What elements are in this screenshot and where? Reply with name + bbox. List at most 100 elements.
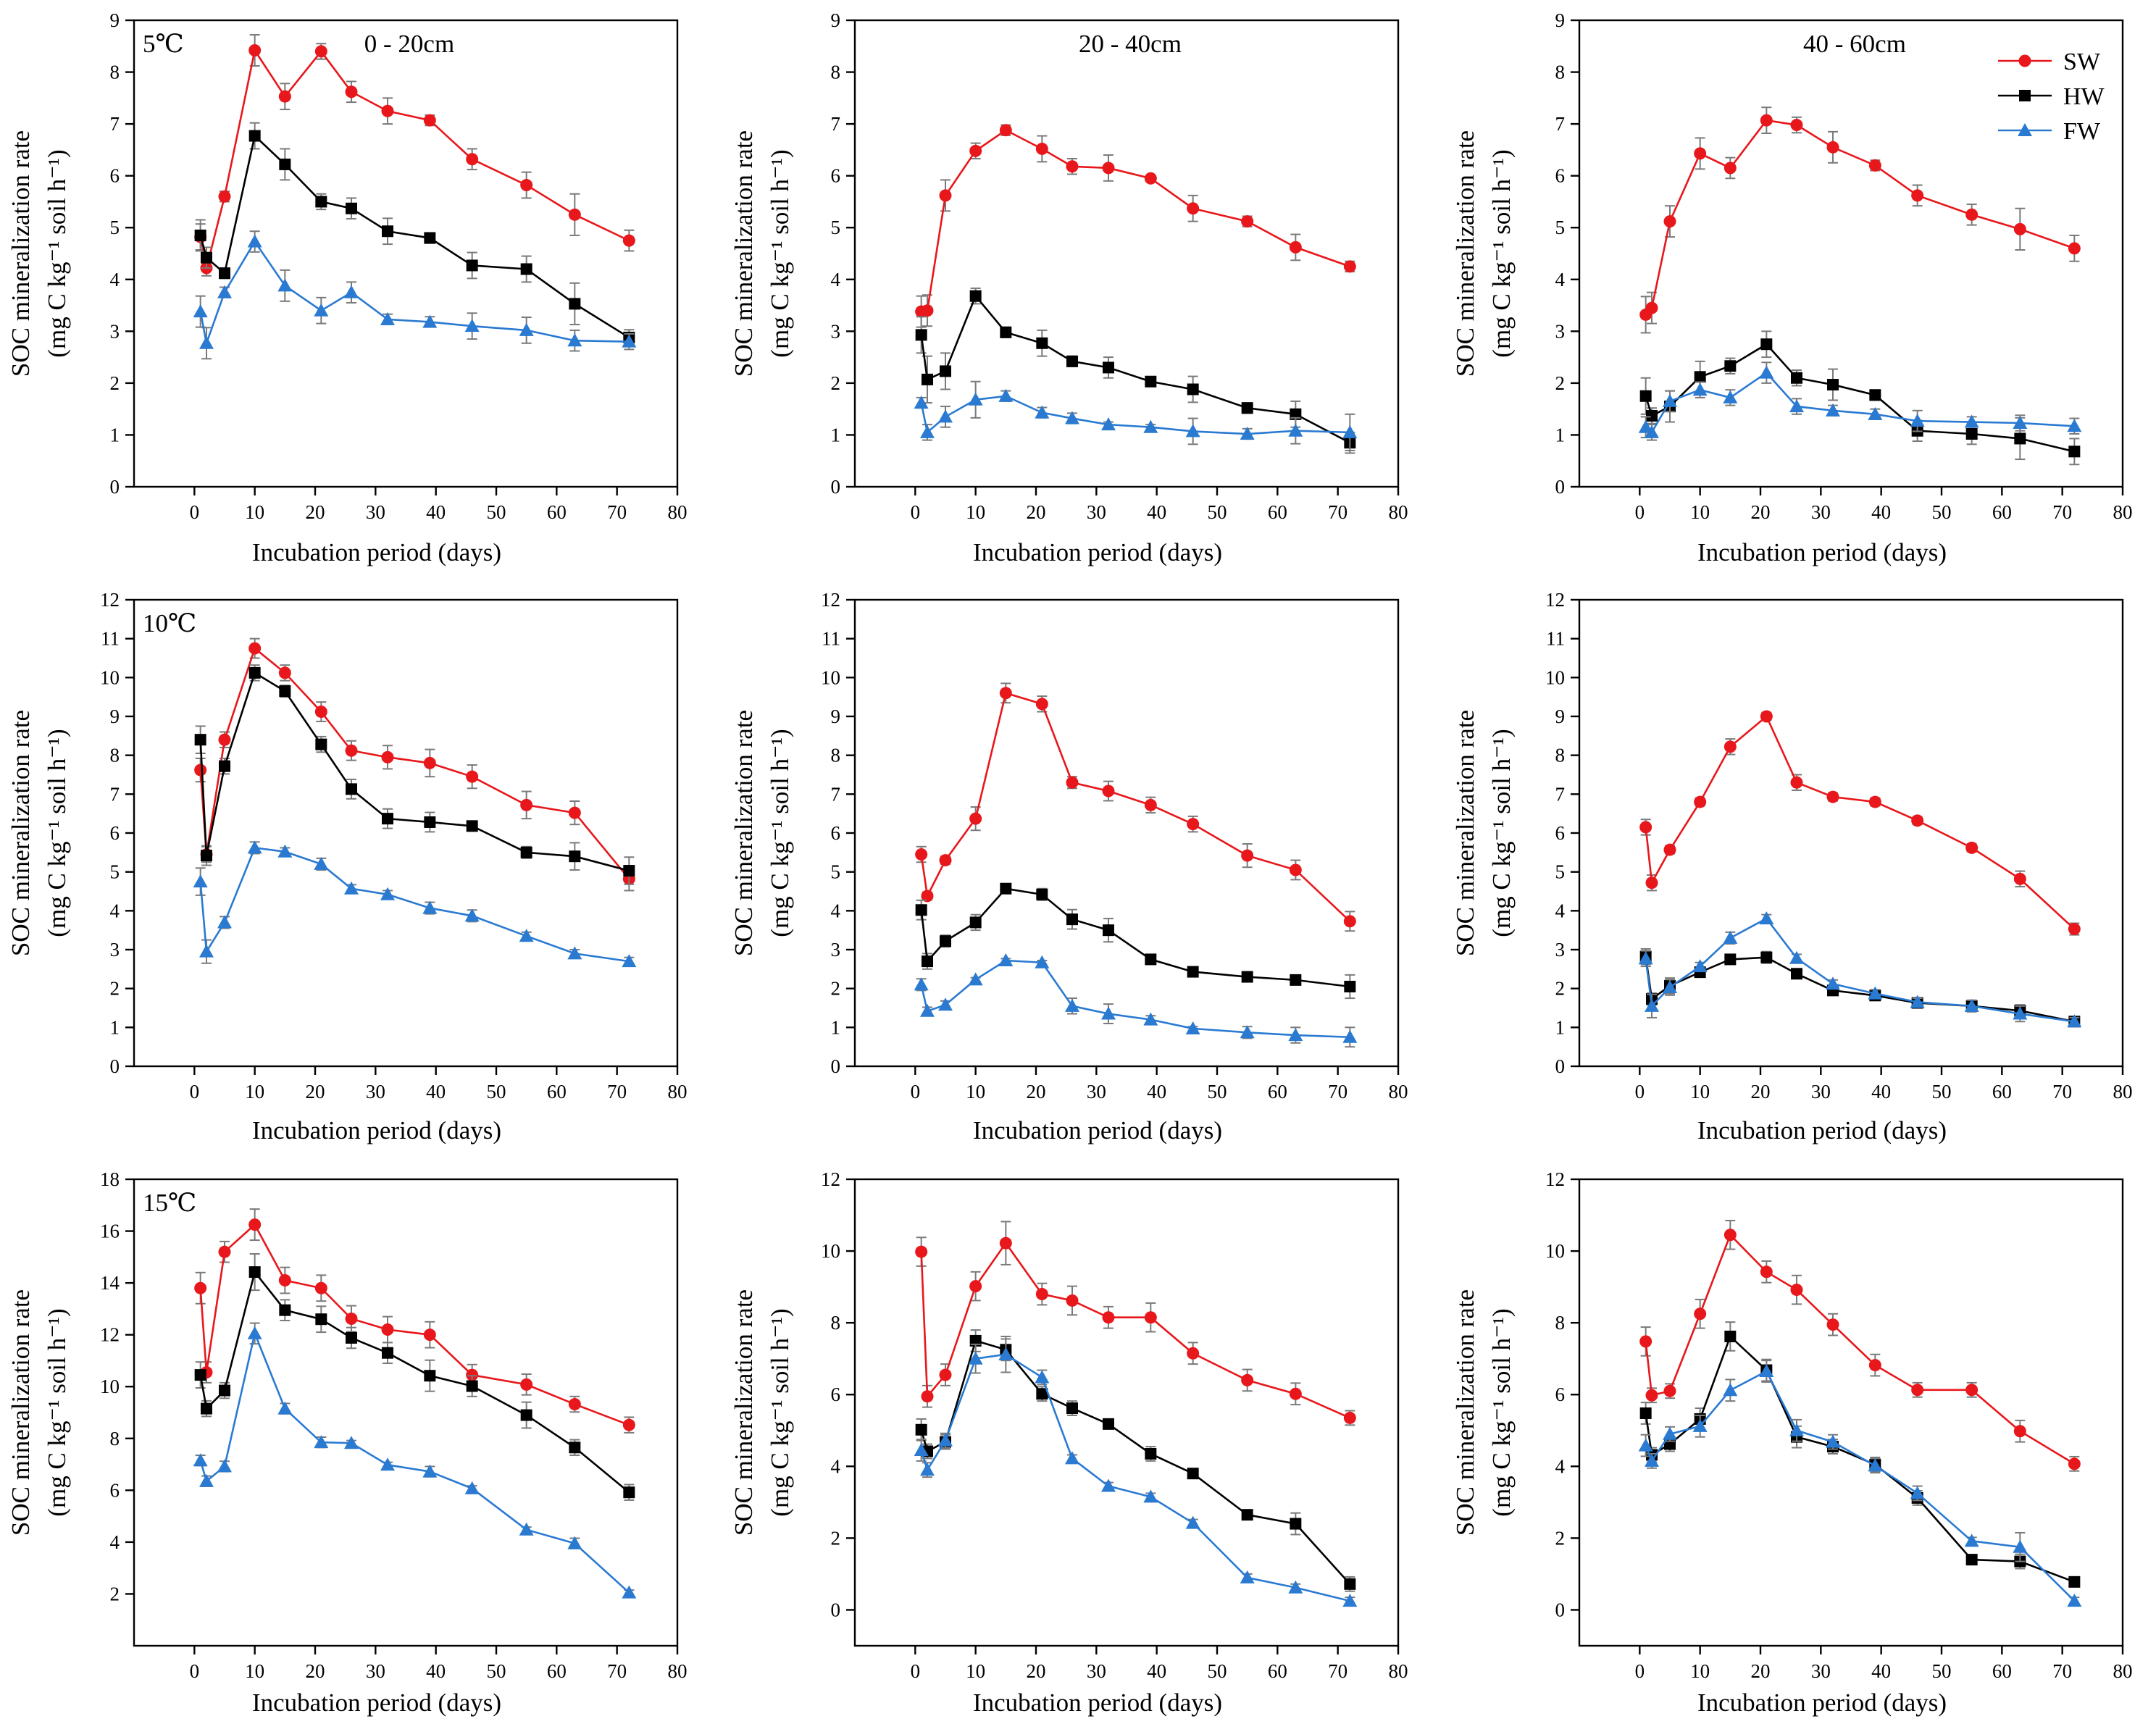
data-point bbox=[1000, 882, 1012, 895]
y-tick-label: 6 bbox=[1555, 165, 1566, 187]
data-point bbox=[1789, 950, 1804, 964]
data-point bbox=[199, 944, 214, 958]
y-tick-label: 10 bbox=[100, 1376, 120, 1397]
data-point bbox=[1868, 795, 1881, 808]
data-point bbox=[938, 997, 953, 1011]
data-point bbox=[1826, 1318, 1839, 1331]
y-tick-label: 3 bbox=[1555, 939, 1566, 961]
y-tick-label: 3 bbox=[831, 939, 841, 961]
data-point bbox=[1035, 698, 1048, 711]
data-point bbox=[1288, 1028, 1303, 1042]
series-hw bbox=[915, 882, 1356, 1000]
y-tick-label: 3 bbox=[110, 320, 120, 342]
y-tick-label: 5 bbox=[831, 217, 841, 238]
data-point bbox=[939, 189, 952, 202]
data-point bbox=[277, 278, 293, 292]
data-point bbox=[519, 1522, 534, 1536]
data-point bbox=[423, 1328, 436, 1342]
data-point bbox=[1965, 841, 1979, 854]
data-point bbox=[380, 887, 395, 900]
data-point bbox=[219, 267, 230, 280]
y-tick-label: 5 bbox=[831, 861, 841, 883]
x-tick-label: 50 bbox=[487, 1660, 506, 1682]
legend-item-sw: SW bbox=[1998, 49, 2101, 75]
data-point bbox=[344, 881, 359, 895]
data-point bbox=[247, 840, 262, 854]
series-line bbox=[920, 1339, 1351, 1585]
chart-panel: 0 10 20 30 40 50 60 70 800123456789101112Incubat… bbox=[730, 589, 1408, 1145]
data-point bbox=[1645, 301, 1658, 314]
plot-frame bbox=[133, 19, 679, 488]
y-tick-label: 7 bbox=[831, 113, 841, 135]
y-axis-title: SOC mineralization rate bbox=[7, 1289, 35, 1536]
data-point bbox=[1102, 162, 1115, 175]
data-point bbox=[1289, 240, 1302, 254]
legend-marker bbox=[2019, 90, 2031, 101]
x-tick-label: 60 bbox=[547, 501, 567, 523]
data-point bbox=[345, 744, 358, 757]
data-point bbox=[1035, 405, 1050, 419]
data-point bbox=[1723, 162, 1737, 175]
data-point bbox=[315, 1313, 327, 1326]
x-axis-title: Incubation period (days) bbox=[252, 538, 501, 566]
data-point bbox=[622, 334, 637, 348]
data-point bbox=[921, 1390, 934, 1403]
y-tick-label: 7 bbox=[1555, 783, 1566, 805]
data-point bbox=[1868, 1458, 1883, 1472]
data-point bbox=[1102, 1311, 1115, 1324]
y-tick-label: 9 bbox=[110, 706, 120, 727]
data-point bbox=[422, 900, 438, 914]
y-tick-label: 1 bbox=[1555, 424, 1566, 445]
series-sw bbox=[1639, 106, 2081, 334]
y-tick-label: 7 bbox=[831, 783, 841, 805]
x-tick-label: 50 bbox=[1932, 1081, 1952, 1102]
x-axis-title: Incubation period (days) bbox=[1697, 538, 1947, 566]
x-tick-label: 0 bbox=[190, 1660, 200, 1682]
data-point bbox=[1101, 1478, 1116, 1492]
data-point bbox=[1240, 427, 1255, 440]
data-point bbox=[1965, 1384, 1979, 1397]
data-point bbox=[969, 144, 982, 157]
x-tick-label: 20 bbox=[1751, 1081, 1771, 1102]
y-tick-label: 12 bbox=[100, 589, 120, 611]
series-fw bbox=[1638, 361, 2082, 441]
x-tick-label: 0 bbox=[1635, 1660, 1645, 1682]
y-axis-unit: (mg C kg⁻¹ soil h⁻¹) bbox=[1487, 1308, 1516, 1516]
x-axis-title: Incubation period (days) bbox=[973, 1689, 1222, 1717]
y-tick-label: 3 bbox=[831, 320, 841, 342]
data-point bbox=[1066, 1402, 1078, 1415]
y-tick-label: 0 bbox=[1555, 1599, 1566, 1620]
data-point bbox=[193, 1453, 208, 1467]
data-point bbox=[519, 322, 534, 336]
x-tick-label: 40 bbox=[1871, 1660, 1891, 1682]
data-point bbox=[520, 263, 532, 275]
data-point bbox=[315, 738, 327, 750]
data-point bbox=[1342, 424, 1358, 438]
data-point bbox=[1692, 959, 1708, 973]
data-point bbox=[345, 85, 358, 99]
y-tick-label: 4 bbox=[831, 269, 841, 290]
y-tick-label: 6 bbox=[110, 1479, 120, 1501]
series-fw bbox=[193, 230, 637, 360]
x-tick-label: 20 bbox=[1027, 1081, 1046, 1102]
data-point bbox=[1035, 1370, 1050, 1384]
x-tick-label: 20 bbox=[306, 501, 325, 523]
data-point bbox=[218, 733, 231, 746]
data-point bbox=[915, 848, 928, 861]
y-axis-unit: (mg C kg⁻¹ soil h⁻¹) bbox=[43, 1308, 71, 1516]
series-line bbox=[199, 1330, 630, 1594]
series-fw bbox=[914, 380, 1358, 451]
data-point bbox=[1692, 1418, 1708, 1432]
data-point bbox=[278, 666, 291, 679]
y-tick-label: 1 bbox=[110, 424, 120, 445]
data-point bbox=[277, 1401, 293, 1415]
data-point bbox=[938, 409, 953, 423]
data-point bbox=[248, 666, 261, 679]
y-tick-label: 5 bbox=[1555, 861, 1566, 883]
data-point bbox=[1101, 417, 1116, 431]
data-point bbox=[1827, 379, 1839, 391]
data-point bbox=[519, 929, 534, 942]
data-point bbox=[968, 392, 983, 406]
y-axis-unit: (mg C kg⁻¹ soil h⁻¹) bbox=[766, 729, 794, 937]
series-line bbox=[920, 959, 1350, 1039]
